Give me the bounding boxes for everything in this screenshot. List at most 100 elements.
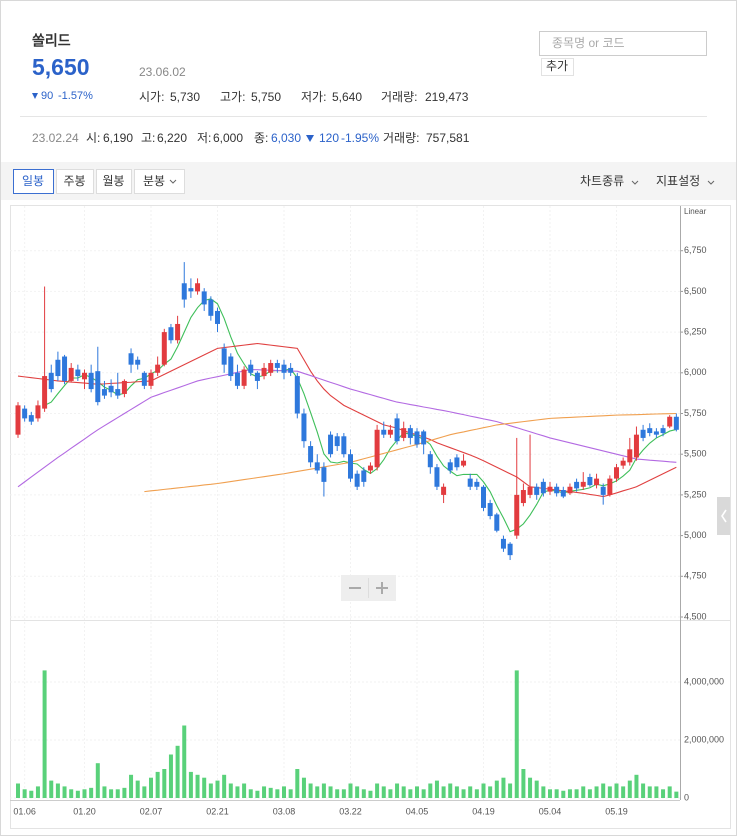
volume-bar <box>647 786 652 798</box>
candle-body <box>168 327 174 341</box>
zoom-in[interactable] <box>376 582 388 594</box>
volume-bar <box>188 771 193 798</box>
volume-bar <box>667 786 672 798</box>
side-tab-chevron <box>721 509 727 523</box>
period-button[interactable] <box>96 169 132 194</box>
stat-value: 5,730 <box>170 90 200 104</box>
volume-bar <box>129 774 134 798</box>
candle-body <box>22 408 28 419</box>
volume-bar <box>561 790 566 798</box>
volume-tick-label: 2,000,000 <box>684 734 724 744</box>
change: 90 <box>41 90 53 102</box>
period-button-label: 일봉 <box>22 174 44 188</box>
period-button[interactable] <box>56 169 94 194</box>
ma-line <box>144 412 677 493</box>
menu-label[interactable]: 차트종류 <box>580 174 624 188</box>
candle-body <box>567 486 573 494</box>
candle-body <box>381 429 387 435</box>
volume-bar <box>368 790 373 798</box>
candle-body <box>574 481 580 489</box>
volume-bar <box>627 780 632 798</box>
period-button[interactable] <box>13 169 54 194</box>
volume-bar <box>474 789 479 798</box>
candle-body <box>175 323 181 341</box>
candle-body <box>314 462 320 471</box>
candle-body <box>500 538 506 549</box>
candle-body <box>75 369 81 377</box>
search-box[interactable] <box>539 31 707 56</box>
volume-bar <box>341 789 346 798</box>
candle-body <box>540 481 546 494</box>
candle-body <box>294 376 300 414</box>
volume-bar <box>614 783 619 798</box>
candle-body <box>48 372 54 390</box>
candle-body <box>82 372 87 380</box>
x-tick-label: 05.19 <box>605 806 628 816</box>
stats: 시가: 5,730 고가: 5,750 저가: 5,640 거래량: 219,473 <box>139 90 469 104</box>
volume-bar <box>228 783 233 798</box>
candle-body <box>181 283 187 300</box>
volume-bar <box>441 786 446 798</box>
volume-bar <box>381 786 386 798</box>
candle-body <box>155 364 161 373</box>
x-tick-label: 02.21 <box>206 806 229 816</box>
candle-body <box>108 385 114 393</box>
period-button-label: 월봉 <box>102 174 124 188</box>
volume-bar <box>328 786 333 798</box>
candle-body <box>640 429 646 438</box>
candle-body <box>215 310 220 324</box>
candle-body <box>527 486 533 495</box>
plot: 일봉 주봉 월봉 분봉 차트종류 지표설정 Linear 4,500 4,750 5,000 5,2… <box>10 169 730 816</box>
volume-bar <box>454 786 459 798</box>
volume-bar <box>162 769 167 798</box>
candle-body <box>241 369 247 386</box>
cursor-date: 23.02.24 <box>32 131 79 145</box>
volume-bar <box>448 783 453 798</box>
candle-body <box>88 372 94 390</box>
y-tick-label: 5,500 <box>684 449 707 459</box>
volume-bar <box>182 725 187 798</box>
chart-frame <box>10 205 731 829</box>
volume-bar <box>335 789 340 798</box>
stat-value: 5,750 <box>251 90 281 104</box>
candle-body <box>348 454 353 479</box>
volume-bar <box>16 783 20 798</box>
volume-bar <box>654 786 659 798</box>
candle-body <box>208 299 214 316</box>
x-tick-label: 05.04 <box>539 806 562 816</box>
volume-bar <box>574 789 579 798</box>
volume-bar <box>481 783 486 798</box>
volume-tick-label: 4,000,000 <box>684 676 724 686</box>
candle-body <box>514 494 520 536</box>
volume-tick-label: 0 <box>684 792 689 802</box>
volume-bar <box>35 786 40 798</box>
volume-bar <box>468 786 473 798</box>
candle-body <box>42 376 48 409</box>
side-tab[interactable] <box>717 497 730 535</box>
candle-body <box>507 543 513 556</box>
volume-bar <box>494 780 499 798</box>
candle-body <box>15 405 21 435</box>
volume-bar <box>168 754 173 798</box>
volume-bar <box>282 786 286 798</box>
candle-body <box>35 405 41 419</box>
volume-bar <box>488 786 493 798</box>
volume-bar <box>581 786 586 798</box>
volume-bar <box>567 789 572 798</box>
candle-body <box>148 372 154 386</box>
candle-body <box>68 367 74 381</box>
stat-label: 고가: <box>220 90 245 104</box>
menu-label[interactable]: 지표설정 <box>656 174 700 188</box>
volume-bar <box>62 786 67 798</box>
scale-label: Linear <box>684 207 707 216</box>
volume-bar <box>55 783 60 798</box>
volume-bar <box>235 786 240 798</box>
period-button[interactable] <box>134 169 185 194</box>
ma-line <box>17 342 677 498</box>
candle-body <box>228 356 234 377</box>
add-button[interactable] <box>541 58 574 76</box>
volume-bar <box>202 777 207 798</box>
candle-body <box>414 431 420 445</box>
volume-bar <box>415 786 419 798</box>
candle-body <box>161 332 167 365</box>
